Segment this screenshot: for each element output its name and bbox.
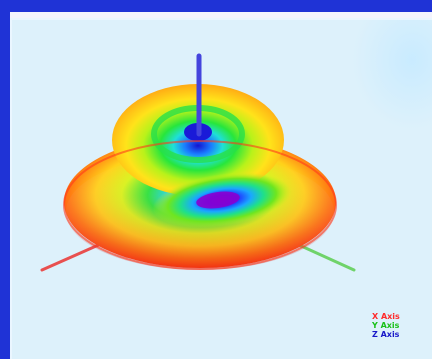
legend-y-axis: Y Axis [372,321,400,330]
window-top-edge [10,12,432,18]
window-top-bar [0,0,432,14]
pattern-lobe-core [196,191,240,209]
axis-legend: X Axis Y Axis Z Axis [372,312,432,339]
legend-x-axis: X Axis [372,312,400,321]
pattern-rim [63,140,337,270]
legend-z-axis: Z Axis [372,330,400,339]
